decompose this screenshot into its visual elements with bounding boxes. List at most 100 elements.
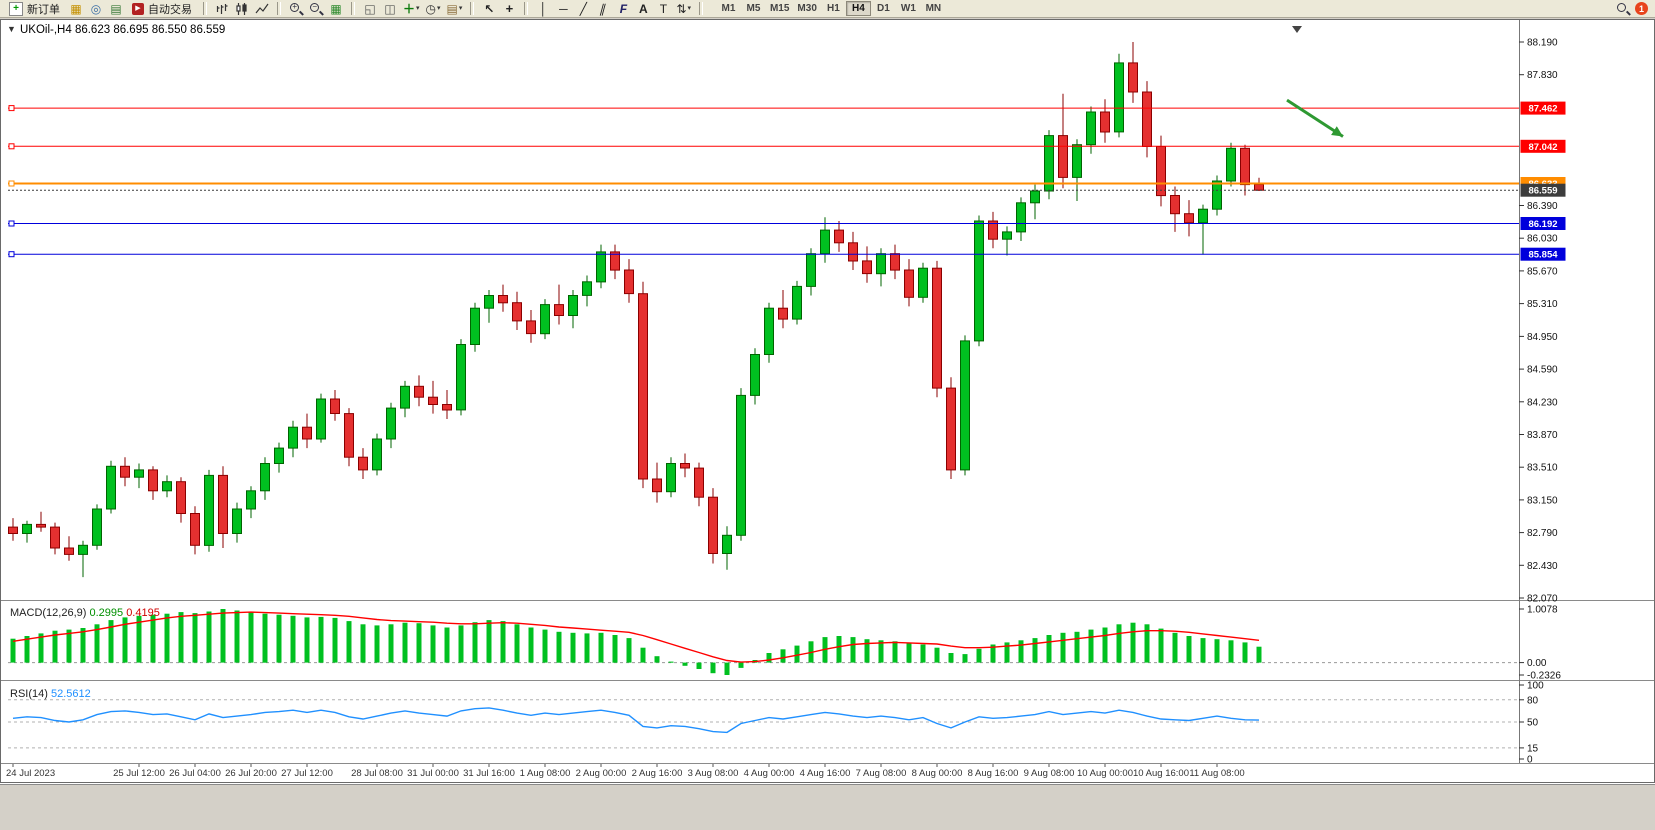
candle-body xyxy=(484,295,494,309)
candle-body xyxy=(330,398,340,414)
macd-histogram-bar xyxy=(374,625,380,663)
new-order-button[interactable]: + 新订单 xyxy=(3,1,66,17)
candle-body xyxy=(526,320,536,335)
candle-body xyxy=(442,404,452,411)
timeframe-M30[interactable]: M30 xyxy=(793,1,820,16)
notification-badge[interactable]: 1 xyxy=(1635,2,1648,15)
dropdown-caret-icon: ▾ xyxy=(687,5,691,12)
candle-body xyxy=(1072,144,1082,178)
zoom-out-button[interactable]: − xyxy=(306,1,326,17)
macd-histogram-bar xyxy=(738,662,744,668)
macd-histogram-bar xyxy=(122,617,128,663)
navigator-button[interactable]: ◎ xyxy=(86,1,106,17)
one-click-trading-expander-icon[interactable]: ▼ xyxy=(7,24,16,34)
candle-body xyxy=(876,253,886,275)
market-watch-icon: ▦ xyxy=(70,1,82,16)
candlestick-chart-button[interactable] xyxy=(232,1,252,17)
toolbar-separator xyxy=(277,2,281,15)
channel-icon: ∥ xyxy=(598,1,609,16)
candle-body xyxy=(862,260,872,275)
cascade-windows-button[interactable]: ◱ xyxy=(360,1,380,17)
candle-body xyxy=(288,426,298,449)
timeframe-M1[interactable]: M1 xyxy=(716,1,741,16)
arrow-annotation[interactable] xyxy=(1286,98,1344,138)
candle-body xyxy=(1128,62,1138,93)
crosshair-tool-button[interactable]: + xyxy=(499,1,519,17)
dropdown-caret-icon: ▾ xyxy=(437,5,441,12)
text-label-tool-button[interactable]: T xyxy=(653,1,673,17)
cursor-tool-button[interactable]: ↖ xyxy=(479,1,499,17)
candle-body xyxy=(162,481,172,492)
timeframe-W1[interactable]: W1 xyxy=(896,1,921,16)
time-axis-label: 28 Jul 08:00 xyxy=(351,768,403,779)
price-tick-label: 82.070 xyxy=(1527,594,1558,605)
market-watch-button[interactable]: ▦ xyxy=(66,1,86,17)
horizontal-line-tool-button[interactable]: ─ xyxy=(553,1,573,17)
tile-windows-button[interactable]: ▦ xyxy=(326,1,346,17)
timeframe-H1[interactable]: H1 xyxy=(821,1,846,16)
time-axis[interactable] xyxy=(0,764,1519,783)
text-tool-button[interactable]: A xyxy=(633,1,653,17)
macd-histogram-bar xyxy=(640,647,646,663)
bar-chart-button[interactable] xyxy=(212,1,232,17)
macd-histogram-bar xyxy=(1032,638,1038,663)
candle-body xyxy=(974,220,984,342)
new-chart-button[interactable]: ＋ ▾ xyxy=(400,1,423,17)
price-tick-label: 84.950 xyxy=(1527,332,1558,343)
candle-body xyxy=(1184,213,1194,224)
horizontal-line-icon: ─ xyxy=(559,1,568,16)
line-chart-button[interactable] xyxy=(252,1,272,17)
toolbar-separator xyxy=(524,2,529,15)
trendline-tool-button[interactable]: ╱ xyxy=(573,1,593,17)
period-selector-button[interactable]: ◷ ▾ xyxy=(423,1,444,17)
channel-tool-button[interactable]: ∥ xyxy=(593,1,613,17)
candle-body xyxy=(778,307,788,320)
fibonacci-tool-button[interactable]: F xyxy=(613,1,633,17)
candle-body xyxy=(64,547,74,555)
autotrading-button[interactable]: ▶ 自动交易 xyxy=(126,1,198,17)
terminal-button[interactable]: ▤ xyxy=(106,1,126,17)
macd-histogram-bar xyxy=(346,621,352,663)
macd-tick-label: 1.0078 xyxy=(1527,605,1558,616)
price-tick-label: 83.870 xyxy=(1527,430,1558,441)
time-axis-label: 3 Aug 08:00 xyxy=(688,768,739,779)
price-tick-label: 84.590 xyxy=(1527,365,1558,376)
text-label-icon: T xyxy=(659,1,668,16)
candle-body xyxy=(50,526,60,549)
price-scale[interactable] xyxy=(1520,19,1655,763)
macd-histogram-bar xyxy=(472,622,478,663)
macd-histogram-bar xyxy=(360,624,366,663)
candle-body xyxy=(918,267,928,298)
macd-histogram-bar xyxy=(710,662,716,674)
candle-body xyxy=(820,229,830,255)
candle-body xyxy=(204,474,214,546)
timeframe-M5[interactable]: M5 xyxy=(741,1,766,16)
candle-body xyxy=(554,304,564,317)
candle-body xyxy=(1044,135,1054,192)
timeframe-M15[interactable]: M15 xyxy=(766,1,793,16)
timeframe-D1[interactable]: D1 xyxy=(871,1,896,16)
candle-body xyxy=(358,456,368,471)
candle-body xyxy=(1226,147,1236,182)
template-selector-button[interactable]: ▤ ▾ xyxy=(444,1,466,17)
macd-histogram-bar xyxy=(542,629,548,663)
price-tick-label: 84.230 xyxy=(1527,397,1558,408)
zoom-in-button[interactable]: + xyxy=(286,1,306,17)
arrows-tool-button[interactable]: ⇅ ▾ xyxy=(673,1,694,17)
tile-horizontal-button[interactable]: ◫ xyxy=(380,1,400,17)
candle-body xyxy=(638,293,648,480)
macd-histogram-bar xyxy=(38,633,44,663)
macd-histogram-bar xyxy=(514,624,520,663)
zoom-out-icon: − xyxy=(309,2,323,16)
candle-body xyxy=(120,465,130,478)
candle-body xyxy=(344,413,354,458)
timeframe-H4[interactable]: H4 xyxy=(845,1,871,16)
clock-icon: ◷ xyxy=(425,1,437,16)
search-button[interactable] xyxy=(1613,1,1633,17)
vertical-line-tool-button[interactable]: │ xyxy=(533,1,553,17)
chart-canvas[interactable]: ▼ UKOil-,H4 86.623 86.695 86.550 86.559 MA… xyxy=(0,19,1655,784)
candlestick-chart-icon xyxy=(236,2,247,15)
timeframe-MN[interactable]: MN xyxy=(921,1,946,16)
candle-body xyxy=(652,478,662,493)
candle-body xyxy=(36,523,46,528)
